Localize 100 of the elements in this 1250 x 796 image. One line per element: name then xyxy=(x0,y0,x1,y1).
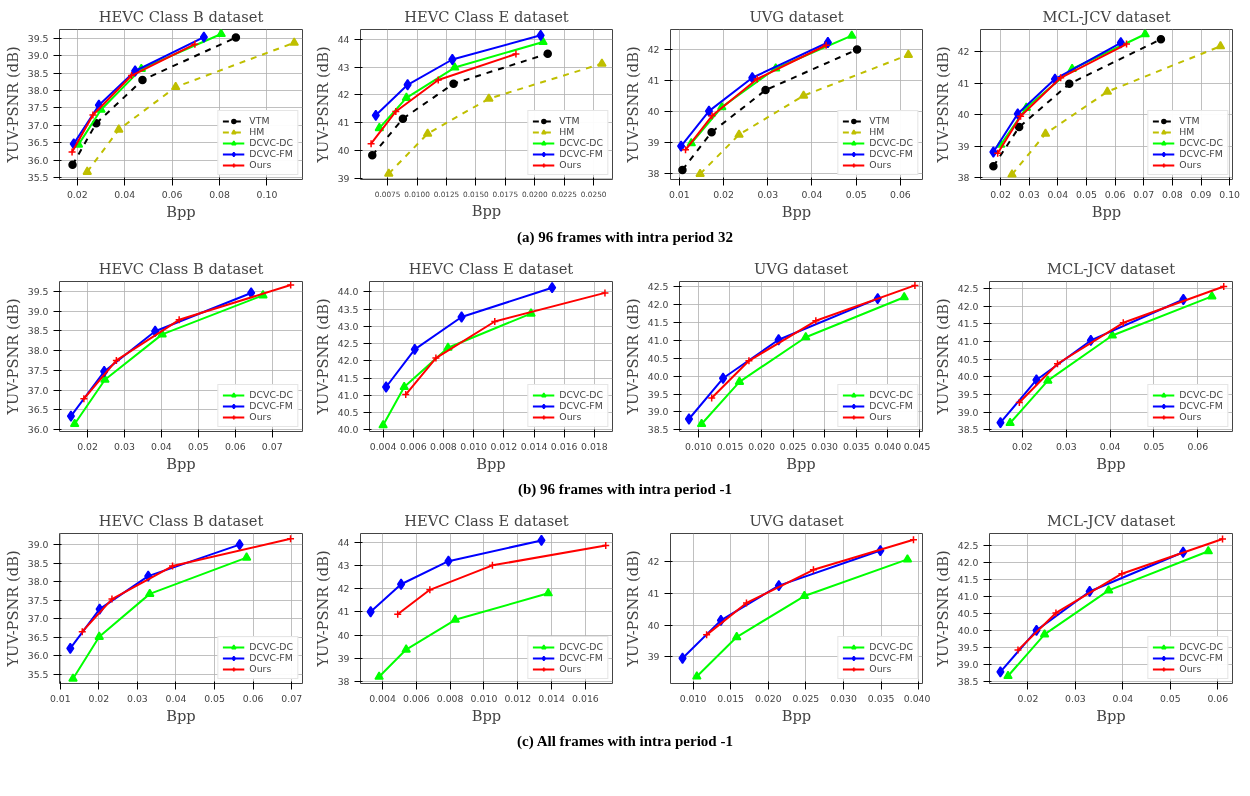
x-axis-title: Bpp xyxy=(1096,454,1126,472)
y-tick-label: 40.5 xyxy=(647,352,669,364)
y-tick-label: 43 xyxy=(337,560,350,572)
chart-title: HEVC Class B dataset xyxy=(98,259,264,277)
y-tick-label: 40 xyxy=(337,144,350,156)
x-tick-label: 0.04 xyxy=(801,188,823,200)
y-axis-title: YUV-PSNR (dB) xyxy=(313,46,331,164)
legend-label: DCVC-DC xyxy=(559,389,603,400)
x-tick-label: 0.01 xyxy=(668,188,690,200)
y-axis-title: YUV-PSNR (dB) xyxy=(623,298,641,416)
legend-label: Ours xyxy=(1179,159,1202,170)
x-tick-label: 0.030 xyxy=(811,440,839,452)
x-tick-label: 0.03 xyxy=(757,188,779,200)
legend-label: DCVC-DC xyxy=(249,641,293,652)
x-tick-label: 0.06 xyxy=(242,692,264,704)
x-tick-label: 0.02 xyxy=(66,188,88,200)
y-tick-label: 38.5 xyxy=(957,424,979,436)
y-tick-label: 38 xyxy=(957,172,970,184)
y-tick-label: 39 xyxy=(957,140,970,152)
y-tick-label: 39.5 xyxy=(27,32,49,44)
y-tick-label: 39.0 xyxy=(647,406,669,418)
y-tick-label: 37.5 xyxy=(27,364,49,376)
legend-label: DCVC-FM xyxy=(249,148,293,159)
x-tick-label: 0.035 xyxy=(842,440,870,452)
chart-title: UVG dataset xyxy=(749,7,844,25)
y-tick-label: 36.5 xyxy=(27,631,49,643)
y-tick-label: 38.5 xyxy=(957,676,979,688)
chart-title: MCL-JCV dataset xyxy=(1042,7,1171,25)
x-tick-label: 0.025 xyxy=(792,692,820,704)
y-tick-label: 39.0 xyxy=(27,50,49,62)
x-tick-label: 0.04 xyxy=(1047,188,1069,200)
x-tick-label: 0.04 xyxy=(1099,440,1121,452)
y-tick-label: 41 xyxy=(337,606,350,618)
y-tick-label: 37.0 xyxy=(27,384,49,396)
y-axis-title: YUV-PSNR (dB) xyxy=(933,46,951,164)
x-tick-label: 0.010 xyxy=(685,440,712,452)
y-tick-label: 41 xyxy=(957,77,970,89)
x-tick-label: 0.04 xyxy=(165,692,187,704)
legend-label: VTM xyxy=(869,115,890,126)
y-tick-label: 39.0 xyxy=(957,406,979,418)
y-tick-label: 40.0 xyxy=(957,625,979,637)
legend-label: DCVC-DC xyxy=(869,641,913,652)
legend-label: Ours xyxy=(869,663,892,674)
legend-label: Ours xyxy=(869,411,892,422)
y-tick-label: 42.0 xyxy=(337,355,359,367)
x-tick-label: 0.025 xyxy=(779,440,807,452)
x-tick-label: 0.02 xyxy=(990,188,1011,200)
chart-title: HEVC Class E dataset xyxy=(408,259,574,277)
x-tick-label: 0.014 xyxy=(538,692,566,704)
y-tick-label: 35.5 xyxy=(27,668,49,680)
x-tick-label: 0.010 xyxy=(460,440,488,452)
x-axis-title: Bpp xyxy=(781,706,812,724)
x-tick-label: 0.045 xyxy=(903,440,931,452)
x-tick-label: 0.02 xyxy=(713,188,734,200)
y-tick-label: 43.0 xyxy=(337,320,359,332)
legend-label: DCVC-FM xyxy=(869,400,913,411)
x-axis-title: Bpp xyxy=(166,706,196,724)
y-axis-title: YUV-PSNR (dB) xyxy=(933,298,951,416)
legend-label: Ours xyxy=(249,159,272,170)
legend-label: HM xyxy=(869,126,886,137)
x-tick-label: 0.014 xyxy=(520,440,548,452)
legend-label: HM xyxy=(1179,126,1196,137)
legend-label: DCVC-FM xyxy=(249,652,293,663)
legend-label: DCVC-DC xyxy=(249,389,293,400)
legend-label: DCVC-DC xyxy=(1179,641,1223,652)
y-tick-label: 40.0 xyxy=(957,371,979,383)
x-tick-label: 0.010 xyxy=(470,692,498,704)
y-tick-label: 38 xyxy=(647,167,660,179)
x-tick-label: 0.02 xyxy=(88,692,110,704)
x-tick-label: 0.05 xyxy=(1076,188,1097,200)
y-tick-label: 42 xyxy=(647,44,660,56)
legend-label: DCVC-DC xyxy=(869,137,913,148)
x-tick-label: 0.008 xyxy=(430,440,457,452)
legend-label: DCVC-FM xyxy=(559,652,603,663)
legend-label: HM xyxy=(559,126,576,137)
y-tick-label: 41 xyxy=(647,588,660,599)
y-axis-title: YUV-PSNR (dB) xyxy=(3,46,21,164)
x-tick-label: 0.05 xyxy=(845,188,867,200)
y-tick-label: 39.5 xyxy=(27,285,49,297)
x-tick-label: 0.015 xyxy=(716,440,744,452)
x-tick-label: 0.05 xyxy=(1143,440,1165,452)
legend-label: DCVC-FM xyxy=(869,148,913,159)
x-tick-label: 0.06 xyxy=(1207,692,1229,704)
x-tick-label: 0.03 xyxy=(114,440,135,452)
y-tick-label: 44 xyxy=(337,537,350,549)
x-tick-label: 0.07 xyxy=(1133,188,1155,200)
chart-title: UVG dataset xyxy=(749,511,844,529)
y-tick-label: 40.0 xyxy=(647,370,669,382)
y-tick-label: 39.5 xyxy=(957,642,979,654)
chart-title: UVG dataset xyxy=(753,259,849,277)
x-tick-label: 0.06 xyxy=(161,188,183,200)
y-tick-label: 37.5 xyxy=(27,102,49,114)
legend-label: DCVC-FM xyxy=(559,400,603,411)
legend-label: Ours xyxy=(559,663,582,674)
y-tick-label: 37.0 xyxy=(27,613,49,625)
x-tick-label: 0.06 xyxy=(890,188,911,200)
x-tick-label: 0.040 xyxy=(903,692,931,704)
x-tick-label: 0.040 xyxy=(874,440,902,452)
x-axis-title: Bpp xyxy=(471,201,502,219)
y-tick-label: 38.0 xyxy=(27,345,49,357)
